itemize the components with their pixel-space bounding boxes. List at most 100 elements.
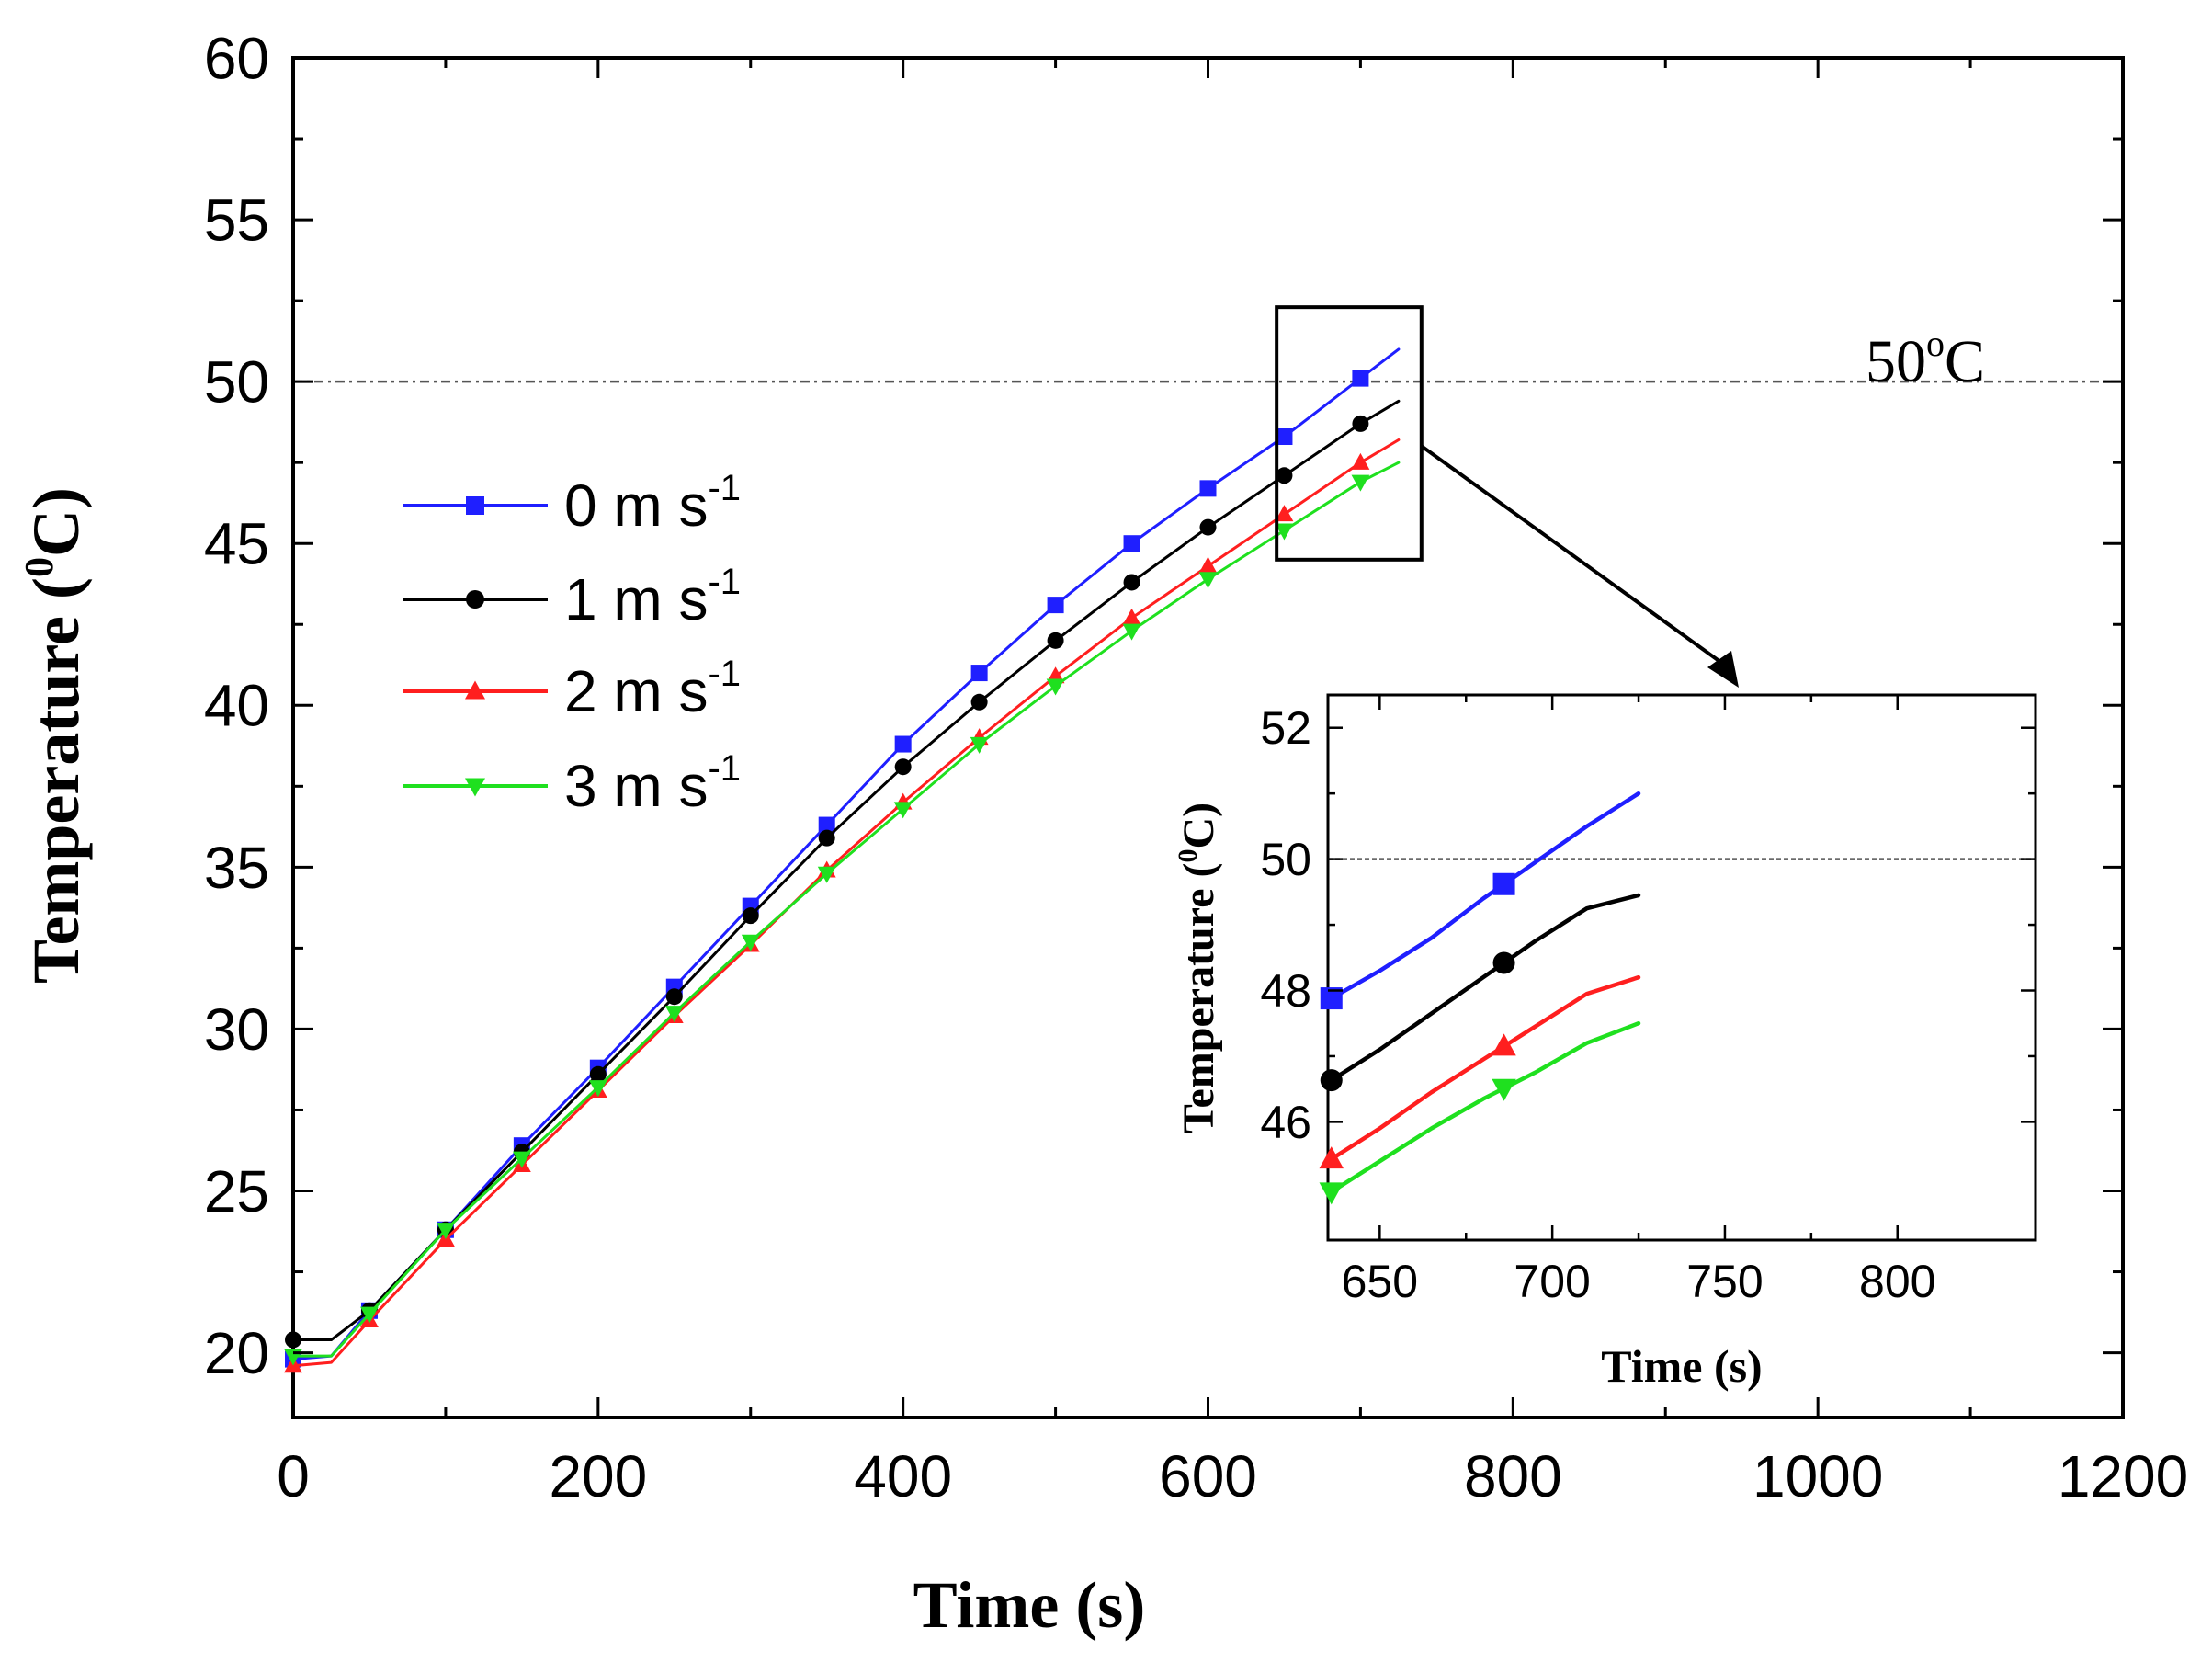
main-data-point-1-ms <box>589 1065 607 1083</box>
inset-plot-frame <box>1326 693 2037 1242</box>
main-data-point-1-ms <box>1047 632 1064 649</box>
main-y-tick-label: 40 <box>204 673 269 739</box>
legend-label-superscript: -1 <box>708 748 741 789</box>
legend-label-3-ms: 3 m s-1 <box>564 748 741 819</box>
main-y-tick-label: 35 <box>204 835 269 901</box>
zoom-arrow-head <box>1707 651 1739 688</box>
main-data-point-1-ms <box>1352 415 1369 432</box>
main-x-axis-title-group: Time (s) <box>913 1568 1146 1642</box>
zoom-arrow-line <box>1420 444 1722 664</box>
inset-y-tick-label: 48 <box>1260 965 1311 1017</box>
main-data-point-2-ms <box>1275 505 1294 522</box>
inset-series-group <box>1319 791 1641 1205</box>
legend-label-superscript: -1 <box>708 654 741 694</box>
main-data-point-1-ms <box>818 829 835 847</box>
main-data-point-1-ms <box>285 1331 301 1349</box>
legend-label-0-ms: 0 m s-1 <box>564 468 741 539</box>
legend-marker-0-ms <box>466 496 484 515</box>
main-y-tick-label: 25 <box>204 1158 269 1224</box>
inset-x-tick-label: 700 <box>1514 1256 1590 1307</box>
main-series-line-3-ms <box>291 461 1401 1358</box>
inset-data-point-3-ms <box>1492 1078 1516 1101</box>
inset-x-tick-label: 800 <box>1859 1256 1935 1307</box>
main-y-tick-label: 55 <box>204 187 269 253</box>
inset-x-axis-title-group: Time (s) <box>1601 1340 1762 1392</box>
main-data-point-3-ms <box>664 1006 684 1023</box>
inset-y-tick-label: 46 <box>1260 1097 1311 1148</box>
inset-y-tick-label: 50 <box>1260 834 1311 885</box>
reference-line-label: 50oC <box>1866 323 1985 395</box>
main-y-axis-title-group: Temperature (0C) <box>17 487 93 984</box>
zoom-indicator <box>1275 305 1739 688</box>
main-x-tick-label: 600 <box>1159 1443 1257 1509</box>
inset-data-point-3-ms <box>1319 1182 1344 1205</box>
main-data-point-3-ms <box>512 1151 531 1168</box>
main-x-axis: 0 200 400 600 800 1000 1200 <box>277 58 2188 1509</box>
main-x-tick-label: 400 <box>854 1443 952 1509</box>
legend-marker-3-ms <box>465 778 485 797</box>
inset-data-point-2-ms <box>1319 1146 1344 1169</box>
main-data-point-3-ms <box>970 736 989 754</box>
inset-y-tick-label: 52 <box>1260 702 1311 754</box>
main-data-point-2-ms <box>1122 608 1141 625</box>
inset-x-axis: 650 700 750 800 <box>1342 695 1935 1307</box>
main-x-tick-label: 1200 <box>2058 1443 2188 1509</box>
main-data-point-0-ms <box>1352 370 1369 387</box>
main-data-point-1-ms <box>1199 518 1217 536</box>
legend-label-1-ms: 1 m s-1 <box>564 562 741 632</box>
main-data-point-0-ms <box>1276 428 1293 446</box>
inset-y-axis-title: Temperature (0C) <box>1173 803 1223 1133</box>
main-x-axis-title: Time (s) <box>913 1568 1146 1642</box>
main-data-point-3-ms <box>741 934 760 951</box>
main-data-point-3-ms <box>1046 678 1065 696</box>
main-series-line-2-ms <box>291 438 1401 1368</box>
inset-x-tick-label: 650 <box>1342 1256 1418 1307</box>
main-data-point-1-ms <box>894 758 912 776</box>
main-data-point-1-ms <box>742 907 759 925</box>
legend-label-2-ms: 2 m s-1 <box>564 654 741 724</box>
legend-label-superscript: -1 <box>708 562 741 602</box>
legend-marker-1-ms <box>466 590 484 609</box>
legend-label-main: 0 m s <box>564 472 708 539</box>
main-series-line-1-ms <box>291 399 1401 1341</box>
main-x-tick-label: 0 <box>277 1443 310 1509</box>
main-y-tick-label: 50 <box>204 349 269 416</box>
main-data-point-0-ms <box>894 735 912 753</box>
inset-x-axis-title: Time (s) <box>1601 1340 1762 1392</box>
inset-data-point-1-ms <box>1492 951 1515 974</box>
main-x-tick-label: 200 <box>549 1443 647 1509</box>
main-data-point-3-ms <box>360 1306 379 1324</box>
inset-data-point-1-ms <box>1320 1069 1343 1092</box>
main-data-point-3-ms <box>1275 523 1294 541</box>
inset-y-axis: 46 48 50 52 <box>1260 702 2036 1148</box>
main-data-point-3-ms <box>588 1080 607 1098</box>
main-series-group <box>284 347 1401 1373</box>
zoom-box <box>1275 305 1424 562</box>
inset-x-tick-label: 750 <box>1686 1256 1763 1307</box>
main-data-point-3-ms <box>437 1223 455 1240</box>
main-data-point-0-ms <box>970 665 988 682</box>
inset-series-line-3-ms <box>1325 1020 1641 1197</box>
main-data-point-1-ms <box>665 988 683 1006</box>
main-y-tick-label: 30 <box>204 996 269 1063</box>
main-x-tick-label: 800 <box>1464 1443 1562 1509</box>
inset-series-line-0-ms <box>1325 791 1641 1003</box>
legend-label-main: 2 m s <box>564 658 708 724</box>
main-y-axis: 20 25 30 35 40 45 50 55 60 <box>204 25 2123 1386</box>
main-y-axis-title: Temperature (0C) <box>17 487 93 984</box>
inset-series-line-1-ms <box>1325 893 1641 1085</box>
main-data-point-0-ms <box>1123 535 1140 552</box>
inset-data-point-2-ms <box>1492 1033 1516 1056</box>
main-data-point-0-ms <box>818 816 835 834</box>
legend-label-superscript: -1 <box>708 468 741 508</box>
main-data-point-3-ms <box>893 802 913 819</box>
main-data-point-3-ms <box>817 866 836 883</box>
main-y-tick-label: 60 <box>204 25 269 91</box>
main-data-point-1-ms <box>1276 467 1293 484</box>
inset-data-point-0-ms <box>1492 872 1515 895</box>
legend-label-main: 1 m s <box>564 566 708 632</box>
main-data-point-3-ms <box>1351 474 1370 492</box>
main-data-point-2-ms <box>1198 556 1218 574</box>
main-data-point-0-ms <box>1047 597 1064 614</box>
